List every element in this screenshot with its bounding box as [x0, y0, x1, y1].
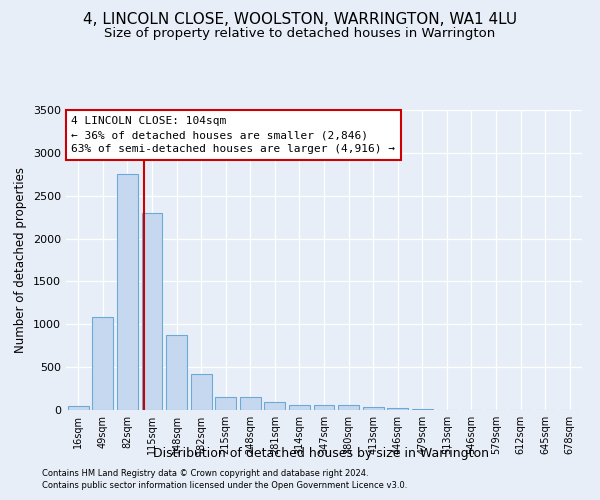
- Text: Size of property relative to detached houses in Warrington: Size of property relative to detached ho…: [104, 28, 496, 40]
- Bar: [338, 406, 359, 410]
- Y-axis label: Number of detached properties: Number of detached properties: [14, 167, 28, 353]
- Bar: [68, 406, 89, 410]
- Text: Contains HM Land Registry data © Crown copyright and database right 2024.: Contains HM Land Registry data © Crown c…: [42, 468, 368, 477]
- Text: Distribution of detached houses by size in Warrington: Distribution of detached houses by size …: [153, 448, 489, 460]
- Bar: [289, 405, 310, 410]
- Bar: [142, 213, 163, 410]
- Bar: [240, 396, 261, 410]
- Bar: [92, 318, 113, 410]
- Bar: [191, 374, 212, 410]
- Bar: [166, 334, 187, 410]
- Bar: [117, 174, 138, 410]
- Bar: [362, 406, 383, 410]
- Bar: [314, 406, 334, 410]
- Bar: [265, 402, 286, 410]
- Text: Contains public sector information licensed under the Open Government Licence v3: Contains public sector information licen…: [42, 481, 407, 490]
- Bar: [215, 396, 236, 410]
- Text: 4, LINCOLN CLOSE, WOOLSTON, WARRINGTON, WA1 4LU: 4, LINCOLN CLOSE, WOOLSTON, WARRINGTON, …: [83, 12, 517, 28]
- Bar: [387, 408, 408, 410]
- Text: 4 LINCOLN CLOSE: 104sqm
← 36% of detached houses are smaller (2,846)
63% of semi: 4 LINCOLN CLOSE: 104sqm ← 36% of detache…: [71, 116, 395, 154]
